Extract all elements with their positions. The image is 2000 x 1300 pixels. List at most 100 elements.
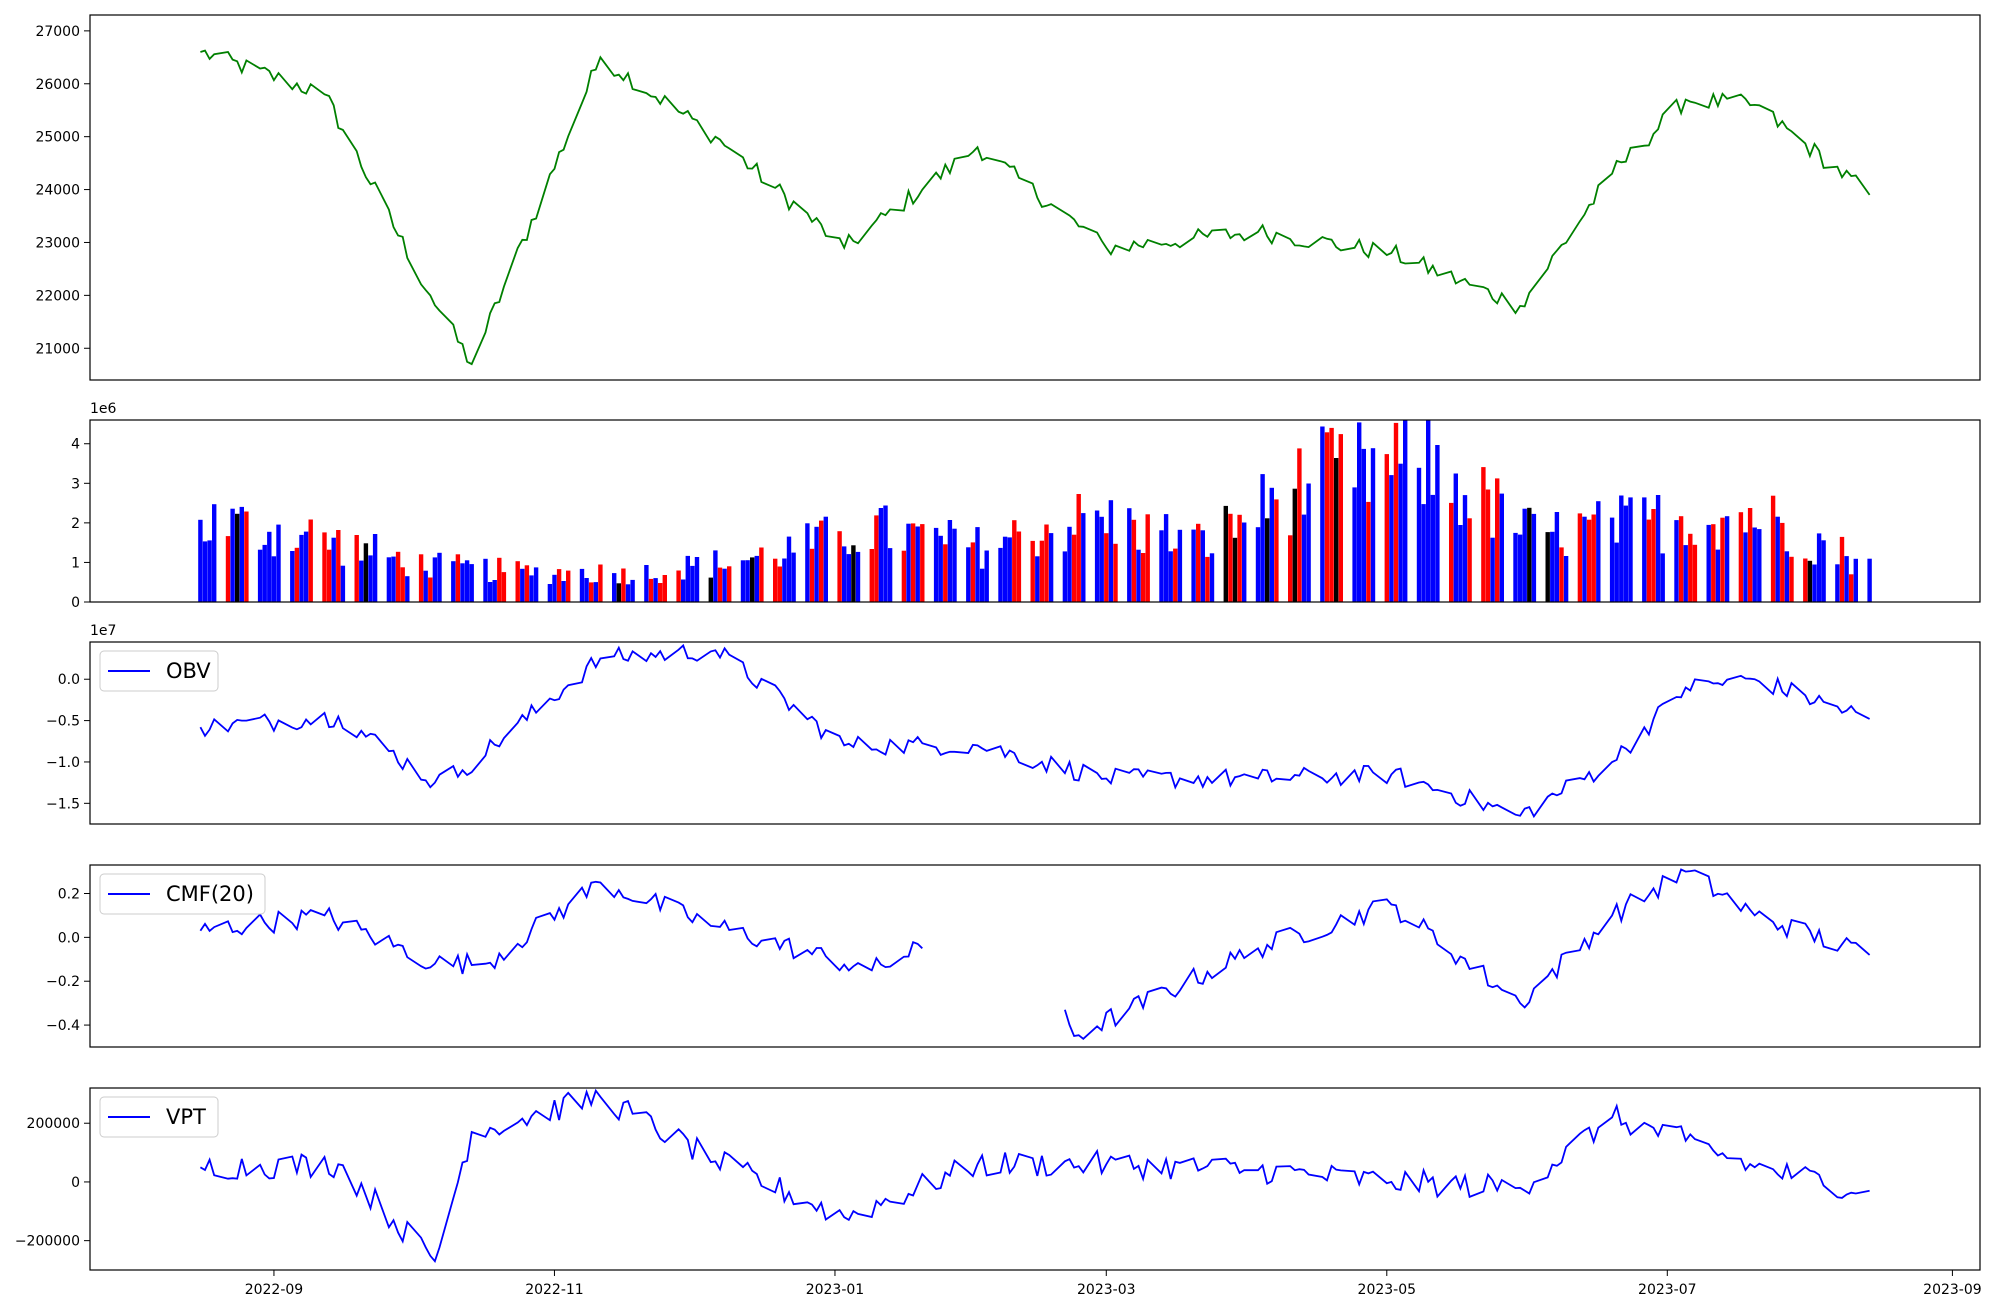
volume-bar xyxy=(1646,519,1652,602)
volume-bar xyxy=(846,554,851,602)
volume-bar xyxy=(685,555,690,602)
volume-bar xyxy=(1081,513,1086,602)
volume-bar xyxy=(1163,514,1169,602)
volume-bar xyxy=(1035,556,1040,602)
volume-bar xyxy=(529,575,534,602)
y-tick-label: 4 xyxy=(71,437,80,453)
volume-bar xyxy=(267,531,272,602)
volume-bar xyxy=(1522,508,1527,602)
volume-bar xyxy=(1485,489,1491,602)
volume-bar xyxy=(432,557,438,602)
y-tick-label: −0.4 xyxy=(46,1018,80,1034)
plot-frame xyxy=(89,419,1981,603)
volume-bar xyxy=(1784,551,1790,602)
volume-bar xyxy=(1435,445,1440,602)
volume-bar xyxy=(1619,495,1624,602)
volume-bar xyxy=(359,560,364,602)
volume-bar xyxy=(487,582,493,602)
volume-bar xyxy=(1421,504,1426,602)
volume-bar xyxy=(819,520,824,602)
volume-bar xyxy=(658,583,663,602)
volume-bar xyxy=(759,547,764,602)
volume-bar xyxy=(1688,533,1693,602)
volume-bar xyxy=(244,511,249,602)
volume-bar xyxy=(212,504,217,602)
y-tick-label: 0 xyxy=(71,1175,80,1191)
volume-bar xyxy=(566,570,571,602)
plot-frame xyxy=(89,641,1981,825)
volume-bar xyxy=(524,565,530,602)
y-tick-label: 24000 xyxy=(35,183,80,199)
volume-bar xyxy=(1173,548,1178,602)
panel-cmf: −0.4 −0.2 0.0 0.2 CMF(20) xyxy=(46,864,1981,1048)
volume-bar xyxy=(1398,463,1403,602)
volume-bar xyxy=(405,576,410,602)
legend-label: CMF(20) xyxy=(166,882,254,906)
volume-bar xyxy=(1200,530,1205,602)
panel-volume: 0 1 2 3 4 1e6 xyxy=(71,401,1981,611)
volume-bar xyxy=(855,551,861,602)
volume-bar xyxy=(910,523,916,602)
volume-bar xyxy=(207,540,212,602)
volume-bar xyxy=(1453,473,1458,602)
volume-bar xyxy=(1067,526,1072,602)
volume-bar xyxy=(1609,517,1615,602)
x-tick-label: 2022-11 xyxy=(525,1282,584,1298)
volume-bar xyxy=(308,519,313,602)
volume-bar xyxy=(708,577,713,602)
volume-bar xyxy=(1265,518,1270,602)
panel-obv: −1.5 −1.0 −0.5 0.0 1e7 OBV xyxy=(46,623,1981,825)
x-tick-label: 2023-07 xyxy=(1638,1282,1697,1298)
volume-bar xyxy=(455,554,461,602)
volume-bar xyxy=(805,523,810,602)
volume-bar xyxy=(469,564,474,602)
y-tick-label: −0.2 xyxy=(46,974,80,990)
volume-bar xyxy=(727,566,732,602)
volume-bar xyxy=(1812,564,1817,602)
chart-panels: 21000 22000 23000 24000 25000 26000 27000 0 1 2 3 4… xyxy=(15,14,1981,1271)
y-tick-label: 2 xyxy=(71,516,80,532)
volume-bar xyxy=(874,515,879,602)
volume-bar xyxy=(1338,434,1343,602)
volume-bar xyxy=(391,556,396,602)
volume-bar xyxy=(1297,448,1302,602)
volume-bar xyxy=(1352,487,1357,602)
volume-bar xyxy=(1140,553,1146,602)
volume-bar xyxy=(303,531,309,602)
y-tick-label: −0.5 xyxy=(46,714,80,730)
volume-bar xyxy=(1361,448,1366,602)
volume-bar xyxy=(262,544,267,602)
volume-bar xyxy=(1104,533,1109,602)
volume-bar xyxy=(1191,529,1196,602)
volume-bar xyxy=(1844,556,1849,602)
volume-bar xyxy=(1770,495,1776,602)
volume-bar xyxy=(644,565,649,602)
y-tick-label: 22000 xyxy=(35,288,80,304)
volume-bar xyxy=(722,568,727,602)
volume-bar xyxy=(878,508,884,602)
series-line-cmf xyxy=(199,880,923,975)
plot-frame xyxy=(89,14,1981,381)
y-tick-label: 0.0 xyxy=(58,672,80,688)
volume-bar xyxy=(1577,513,1583,602)
plot-area-price xyxy=(200,49,1871,366)
volume-bar xyxy=(630,579,635,602)
x-tick-label: 2022-09 xyxy=(245,1282,304,1298)
volume-bar xyxy=(483,558,488,602)
volume-bar xyxy=(1099,516,1104,602)
y-tick-label: 26000 xyxy=(35,77,80,93)
volume-bar xyxy=(552,574,557,602)
volume-bar xyxy=(354,535,359,602)
volume-bar xyxy=(1816,533,1822,602)
volume-bar xyxy=(225,536,231,602)
volume-bar xyxy=(713,550,718,602)
volume-bar xyxy=(299,534,304,602)
volume-bar xyxy=(1205,556,1210,602)
volume-bar xyxy=(257,549,263,602)
volume-bar xyxy=(621,568,626,602)
volume-bar xyxy=(460,563,465,602)
volume-bar xyxy=(1563,556,1569,602)
volume-bar xyxy=(1384,454,1389,602)
volume-bar xyxy=(943,544,948,602)
x-tick-label: 2023-05 xyxy=(1358,1282,1417,1298)
